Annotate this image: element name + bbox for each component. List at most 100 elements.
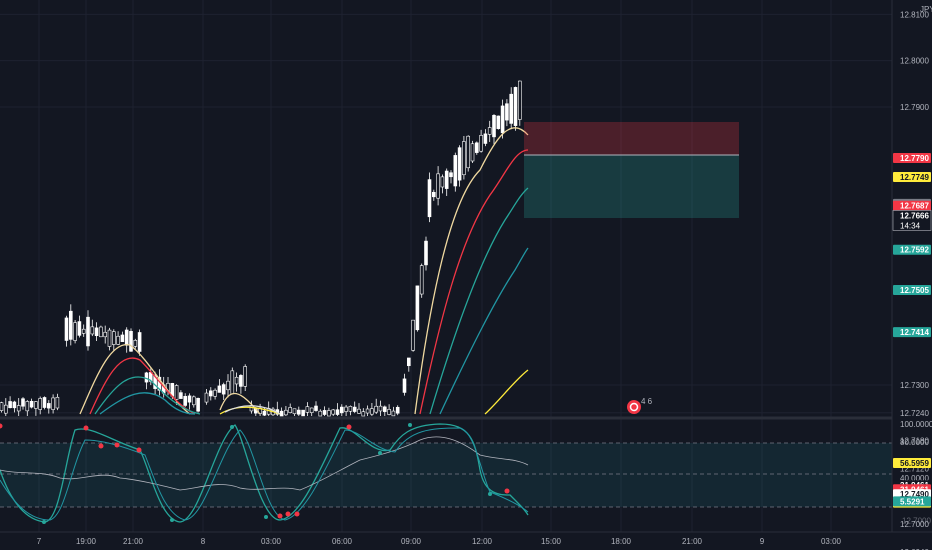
candle-body bbox=[395, 406, 400, 414]
candle bbox=[120, 331, 125, 342]
candle bbox=[129, 328, 133, 352]
candle bbox=[34, 400, 38, 416]
candle-body bbox=[124, 329, 129, 346]
candle bbox=[133, 338, 138, 349]
oscillator-axis[interactable]: 100.0000 80.0000 40.0000 bbox=[900, 420, 932, 483]
candle-body bbox=[474, 142, 479, 153]
candle-body bbox=[370, 408, 374, 415]
candle-body bbox=[509, 93, 514, 124]
badge-count: 4 6 bbox=[641, 397, 653, 406]
candle-body bbox=[86, 316, 90, 347]
time-axis[interactable]: 7 19:00 21:00 8 03:00 06:00 09:00 12:00 15:00 18:… bbox=[37, 537, 842, 546]
candle bbox=[492, 114, 496, 145]
candle bbox=[4, 398, 8, 416]
candle-body bbox=[470, 143, 475, 162]
candle-body bbox=[243, 366, 247, 387]
candle bbox=[107, 327, 112, 351]
oscillator-band bbox=[0, 443, 892, 507]
candle bbox=[331, 408, 336, 416]
candle-body bbox=[183, 396, 187, 406]
chart-grid bbox=[0, 0, 892, 532]
price-tag-bg bbox=[893, 171, 931, 182]
double-circle-icon[interactable] bbox=[627, 400, 641, 414]
candle-body bbox=[305, 406, 310, 413]
candle-body bbox=[331, 409, 336, 415]
candle-body bbox=[327, 410, 331, 417]
candle-body bbox=[440, 176, 445, 188]
overlapped-price-label: 12.7000 bbox=[902, 516, 931, 525]
ema-line bbox=[89, 149, 529, 415]
candle bbox=[453, 152, 458, 192]
time-tick-label: 21:00 bbox=[123, 537, 144, 546]
candle-body bbox=[69, 310, 73, 340]
candle-body bbox=[487, 127, 492, 135]
price-tag-text: 12.7790 bbox=[900, 154, 929, 163]
candle bbox=[483, 129, 488, 147]
candle-body bbox=[51, 397, 55, 410]
price-tag: 12.7687 bbox=[893, 200, 931, 211]
candle-body bbox=[29, 400, 34, 408]
signal-dot bbox=[488, 492, 492, 496]
candle bbox=[94, 322, 99, 341]
candle-body bbox=[0, 402, 4, 411]
candle bbox=[29, 398, 34, 409]
signal-dot bbox=[230, 425, 234, 429]
take-profit-zone[interactable] bbox=[524, 155, 739, 218]
price-tag-bg bbox=[893, 200, 931, 211]
price-tag-bg bbox=[893, 152, 931, 163]
candle bbox=[318, 409, 323, 417]
candle-body bbox=[361, 411, 366, 417]
candle bbox=[327, 407, 331, 417]
price-tick-label: 12.6940 bbox=[900, 548, 929, 550]
candle bbox=[16, 398, 21, 416]
candle bbox=[86, 310, 90, 351]
candle-body bbox=[415, 285, 420, 331]
candle-body bbox=[213, 389, 217, 397]
candle bbox=[12, 400, 17, 413]
signal-dot bbox=[294, 511, 300, 517]
candle-body bbox=[483, 133, 488, 144]
candle bbox=[38, 396, 43, 415]
candle-body bbox=[179, 392, 183, 399]
candle bbox=[357, 403, 361, 414]
candle-body bbox=[431, 191, 436, 198]
price-tag: 12.7414 bbox=[893, 327, 931, 338]
signal-dot bbox=[114, 442, 120, 448]
price-tag-text: 12.7592 bbox=[900, 246, 929, 255]
candle-body bbox=[107, 329, 112, 347]
time-tick-label: 03:00 bbox=[261, 537, 282, 546]
event-badge[interactable]: 4 6 bbox=[627, 397, 653, 414]
candle bbox=[204, 389, 209, 405]
candle bbox=[517, 80, 522, 126]
candle bbox=[116, 331, 120, 346]
candle-body bbox=[436, 173, 440, 199]
signal-dot bbox=[98, 443, 104, 449]
candle bbox=[361, 408, 366, 417]
candle-body bbox=[174, 385, 179, 400]
candle bbox=[196, 397, 200, 413]
candle bbox=[309, 407, 314, 416]
time-tick-label: 19:00 bbox=[76, 537, 97, 546]
price-tag: 12.7505 bbox=[893, 285, 931, 296]
candle bbox=[462, 136, 466, 180]
ema-line bbox=[219, 369, 529, 415]
candle-body bbox=[262, 410, 267, 416]
candle bbox=[402, 373, 407, 396]
candle bbox=[226, 374, 230, 398]
candle-body bbox=[192, 396, 196, 406]
candle bbox=[243, 364, 247, 391]
candle-body bbox=[382, 406, 387, 412]
candle-body bbox=[309, 407, 314, 413]
candle-body bbox=[335, 409, 340, 415]
signal-dot bbox=[285, 511, 291, 517]
time-tick-label: 06:00 bbox=[332, 537, 353, 546]
candle-body bbox=[466, 135, 471, 169]
stop-loss-zone[interactable] bbox=[524, 122, 739, 155]
price-tag-bg bbox=[893, 244, 931, 255]
long-short-position-tool[interactable] bbox=[524, 122, 739, 218]
candle-body bbox=[196, 397, 200, 412]
candle bbox=[382, 405, 387, 416]
price-axis[interactable]: 12.8100 12.8000 12.7900 12.7300 12.7240 12.71… bbox=[900, 10, 929, 550]
candle-body bbox=[16, 405, 21, 412]
